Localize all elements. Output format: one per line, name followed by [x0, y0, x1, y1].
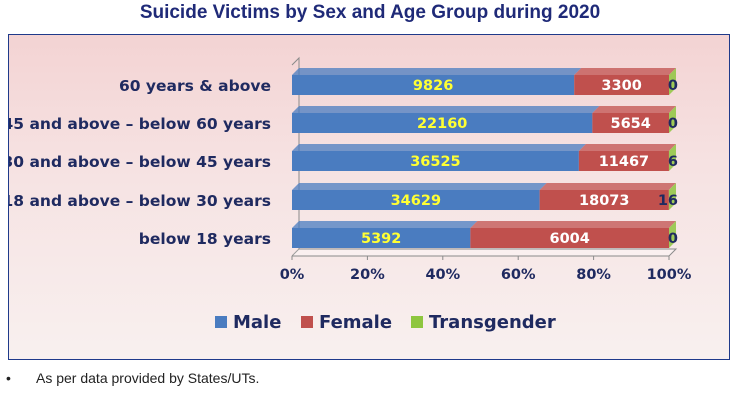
data-label-male-below-18-years: 5392	[361, 231, 401, 247]
data-label-transgender-18-and-above-below-30-years: 16	[658, 193, 678, 209]
legend-swatch-female	[301, 316, 313, 328]
legend-swatch-male	[215, 316, 227, 328]
data-label-male-45-and-above-below-60-years: 22160	[417, 116, 467, 132]
bar-end-cap	[669, 183, 676, 210]
data-label-female-45-and-above-below-60-years: 5654	[611, 116, 651, 132]
chart-title: Suicide Victims by Sex and Age Group dur…	[139, 2, 601, 23]
data-label-transgender-60-years-above: 0	[668, 78, 678, 94]
bar-top-female	[539, 183, 676, 190]
bar-top-male	[292, 221, 478, 228]
bar-male-18-and-above-below-30-years	[292, 190, 540, 210]
bar-top-male	[292, 68, 582, 75]
bar-female-18-and-above-below-30-years	[539, 190, 669, 210]
bar-end-cap	[669, 221, 676, 248]
x-tick-label-80: 80%	[576, 267, 611, 283]
x-tick-label-20: 20%	[350, 267, 385, 283]
footnote-bullet: •	[6, 370, 11, 386]
bar-top-transgender	[668, 183, 676, 190]
bar-female-below-18-years	[470, 228, 669, 248]
bar-top-male	[292, 183, 547, 190]
chart-area: 0% 20% 40% 60% 80% 100% 60 years & above 9826 33…	[8, 34, 730, 360]
bar-end-cap	[669, 106, 676, 133]
category-label-45-and-above-below-60-years: 45 and above – below 60 years	[9, 115, 271, 133]
bar-male-60-years-above	[292, 75, 575, 95]
bar-end-cap	[669, 68, 676, 95]
category-label-below-18-years: below 18 years	[139, 230, 271, 248]
bar-top-female	[592, 106, 676, 113]
x-tick-label-60: 60%	[501, 267, 536, 283]
bar-female-30-and-above-below-45-years	[578, 151, 669, 171]
legend-label-male: Male	[233, 312, 281, 333]
bar-top-transgender	[668, 144, 676, 151]
bar-top-male	[292, 106, 600, 113]
category-label-30-and-above-below-45-years: 30 and above – below 45 years	[9, 153, 271, 171]
bar-female-60-years-above	[574, 75, 669, 95]
x-tick-label-0: 0%	[280, 267, 305, 283]
legend-swatch-transgender	[411, 316, 423, 328]
x-tick-label-100: 100%	[647, 267, 692, 283]
bar-male-30-and-above-below-45-years	[292, 151, 579, 171]
data-label-transgender-45-and-above-below-60-years: 0	[668, 116, 678, 132]
bar-male-45-and-above-below-60-years	[292, 113, 593, 133]
data-label-transgender-30-and-above-below-45-years: 6	[668, 154, 678, 170]
bar-end-cap	[669, 144, 676, 171]
bar-top-female	[574, 68, 676, 75]
data-label-female-below-18-years: 6004	[550, 231, 590, 247]
legend-label-female: Female	[319, 312, 392, 333]
data-label-transgender-below-18-years: 0	[668, 231, 678, 247]
data-label-female-18-and-above-below-30-years: 18073	[579, 193, 629, 209]
stacked-bar-chart: 0% 20% 40% 60% 80% 100% 60 years & above 9826 33…	[9, 56, 692, 333]
bar-male-below-18-years	[292, 228, 471, 248]
x-tick-label-40: 40%	[425, 267, 460, 283]
footnote-text: As per data provided by States/UTs.	[36, 370, 260, 386]
legend-label-transgender: Transgender	[429, 312, 556, 333]
bar-top-female	[578, 144, 676, 151]
category-label-18-and-above-below-30-years: 18 and above – below 30 years	[9, 192, 271, 210]
data-label-male-30-and-above-below-45-years: 36525	[410, 154, 460, 170]
bar-female-45-and-above-below-60-years	[592, 113, 669, 133]
data-label-male-18-and-above-below-30-years: 34629	[391, 193, 441, 209]
data-label-female-60-years-above: 3300	[601, 78, 641, 94]
data-label-female-30-and-above-below-45-years: 11467	[599, 154, 649, 170]
bar-top-female	[470, 221, 676, 228]
data-label-male-60-years-above: 9826	[413, 78, 453, 94]
category-label-60-years-above: 60 years & above	[119, 77, 271, 95]
axis-floor	[292, 248, 678, 257]
bar-top-male	[292, 144, 586, 151]
